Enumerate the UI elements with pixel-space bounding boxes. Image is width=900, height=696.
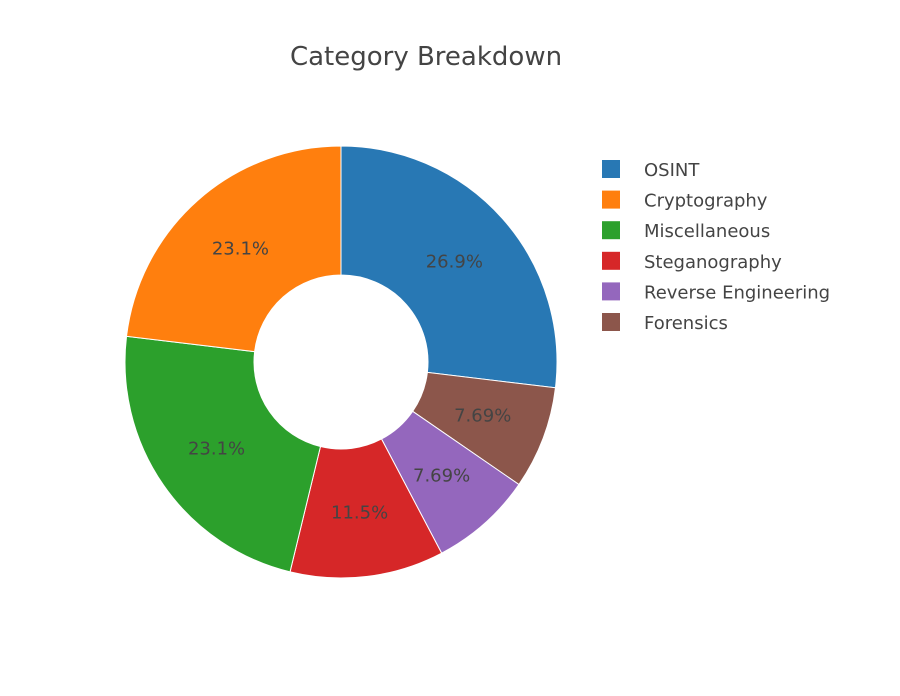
slice-label-steganography: 11.5%: [331, 502, 388, 523]
legend-swatch-osint: [602, 160, 620, 178]
slice-label-miscellaneous: 23.1%: [188, 438, 245, 459]
legend-item-forensics[interactable]: Forensics: [602, 313, 728, 334]
legend-swatch-miscellaneous: [602, 221, 620, 240]
slice-labels: 26.9% 7.69% 7.69% 11.5% 23.1% 23.1%: [188, 239, 511, 524]
legend-label-osint: OSINT: [644, 160, 700, 181]
legend-item-reverse-engineering[interactable]: Reverse Engineering: [602, 282, 830, 303]
legend-item-miscellaneous[interactable]: Miscellaneous: [602, 221, 770, 242]
legend-item-cryptography[interactable]: Cryptography: [602, 190, 768, 212]
legend-label-cryptography: Cryptography: [644, 191, 768, 212]
legend-label-miscellaneous: Miscellaneous: [644, 221, 770, 242]
legend-swatch-steganography: [602, 251, 620, 270]
slice-label-forensics: 7.69%: [454, 406, 511, 427]
legend-item-steganography[interactable]: Steganography: [602, 252, 782, 273]
slice-cryptography[interactable]: [125, 145, 342, 353]
legend-swatch-reverse-engineering: [602, 282, 620, 301]
slice-label-cryptography: 23.1%: [212, 239, 269, 260]
legend-label-steganography: Steganography: [644, 252, 782, 273]
legend-swatch-cryptography: [602, 190, 620, 209]
legend-item-osint[interactable]: OSINT: [602, 160, 700, 181]
legend-label-forensics: Forensics: [644, 313, 728, 334]
legend-label-reverse-engineering: Reverse Engineering: [644, 282, 830, 303]
slice-label-osint: 26.9%: [426, 251, 483, 272]
slice-miscellaneous[interactable]: [124, 335, 322, 573]
slice-label-reverse-engineering: 7.69%: [413, 465, 470, 486]
legend-swatch-forensics: [602, 313, 620, 331]
legend: OSINT Cryptography Miscellaneous Steganogra…: [602, 160, 830, 334]
chart-title: Category Breakdown: [290, 42, 562, 72]
slice-osint[interactable]: [340, 145, 558, 389]
pie-slices: [124, 145, 558, 579]
